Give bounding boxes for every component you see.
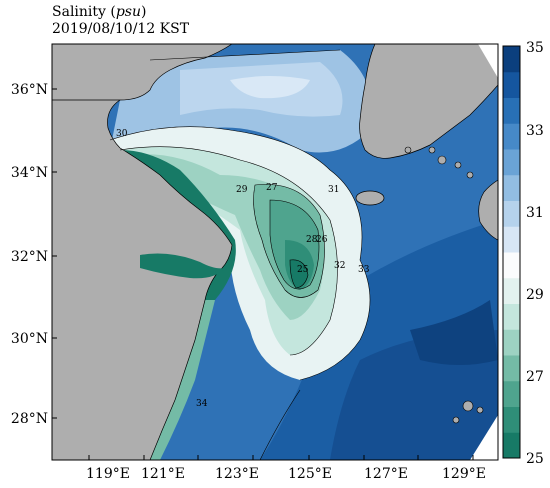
y-tick-label: 28°N (11, 411, 48, 427)
contour-label-33: 33 (358, 265, 370, 275)
y-axis: 28°N 30°N 32°N 34°N 36°N (11, 82, 57, 427)
colorbar-swatch (503, 174, 520, 201)
contour-label-34: 34 (196, 399, 208, 409)
contour-label-26: 26 (316, 235, 328, 245)
colorbar-swatch (503, 252, 520, 279)
contour-label-27: 27 (266, 183, 278, 193)
colorbar-swatch (503, 329, 520, 356)
colorbar-frame (502, 45, 521, 459)
colorbar-swatch (503, 123, 520, 150)
colorbar-tick-label: 33 (526, 123, 544, 139)
no-data-corner-top (478, 44, 498, 78)
land-kyushu (478, 179, 498, 241)
colorbar-tick-label: 35 (526, 40, 544, 56)
x-tick-label: 129°E (442, 466, 486, 482)
y-tick-label: 32°N (11, 249, 48, 265)
colorbar (502, 45, 521, 459)
contour-label-25: 25 (297, 265, 309, 275)
colorbar-tick-label: 31 (526, 205, 544, 221)
x-tick-label: 121°E (141, 466, 185, 482)
colorbar-swatch (503, 97, 520, 124)
contour-label-group: 30 29 27 28 25 26 31 32 33 34 (116, 129, 370, 409)
y-tick-label: 30°N (11, 331, 48, 347)
map-frame (51, 43, 499, 461)
colorbar-swatch (503, 46, 520, 73)
x-axis: 119°E 121°E 123°E 125°E 127°E 129°E (86, 455, 486, 482)
colorbar-swatch (503, 71, 520, 98)
jeju-island (355, 190, 385, 206)
colorbar-swatch (503, 303, 520, 330)
colorbar-swatch (503, 149, 520, 176)
colorbar-swatch (503, 406, 520, 433)
contour-label-29: 29 (236, 185, 248, 195)
map-timestamp: 2019/08/10/12 KST (52, 21, 190, 37)
title-unit: psu (115, 4, 142, 20)
x-tick-label: 127°E (364, 466, 408, 482)
colorbar-swatch (503, 380, 520, 407)
contour-label-30: 30 (116, 129, 128, 139)
map-title: Salinity (psu) (52, 4, 147, 20)
x-tick-label: 123°E (215, 466, 259, 482)
contour-label-31: 31 (328, 185, 339, 195)
colorbar-swatch (503, 200, 520, 227)
map-area: 30 29 27 28 25 26 31 32 33 34 (52, 44, 498, 460)
x-tick-label: 125°E (288, 466, 332, 482)
contour-lines (109, 49, 371, 460)
colorbar-swatch (503, 432, 520, 459)
y-tick-label: 36°N (11, 82, 48, 98)
title-variable: Salinity (52, 4, 106, 20)
colorbar-tick-label: 25 (526, 451, 544, 467)
colorbar-tick-label: 29 (526, 287, 544, 303)
colorbar-swatch (503, 277, 520, 304)
y-tick-label: 34°N (11, 165, 48, 181)
contour-label-28: 28 (306, 235, 318, 245)
changjiang-estuary (140, 253, 225, 279)
land-korea (359, 44, 498, 159)
colorbar-labels: 35 33 31 29 27 25 (526, 40, 544, 467)
colorbar-tick-label: 27 (526, 369, 544, 385)
colorbar-swatch (503, 226, 520, 253)
colorbar-swatch (503, 355, 520, 382)
x-tick-label: 119°E (86, 466, 130, 482)
high-salinity-patch (410, 300, 498, 365)
islands (404, 146, 484, 424)
no-data-corner (470, 415, 498, 460)
yellow-sea-core (230, 76, 310, 99)
contour-label-32: 32 (334, 261, 345, 271)
plume-25 (290, 259, 308, 288)
